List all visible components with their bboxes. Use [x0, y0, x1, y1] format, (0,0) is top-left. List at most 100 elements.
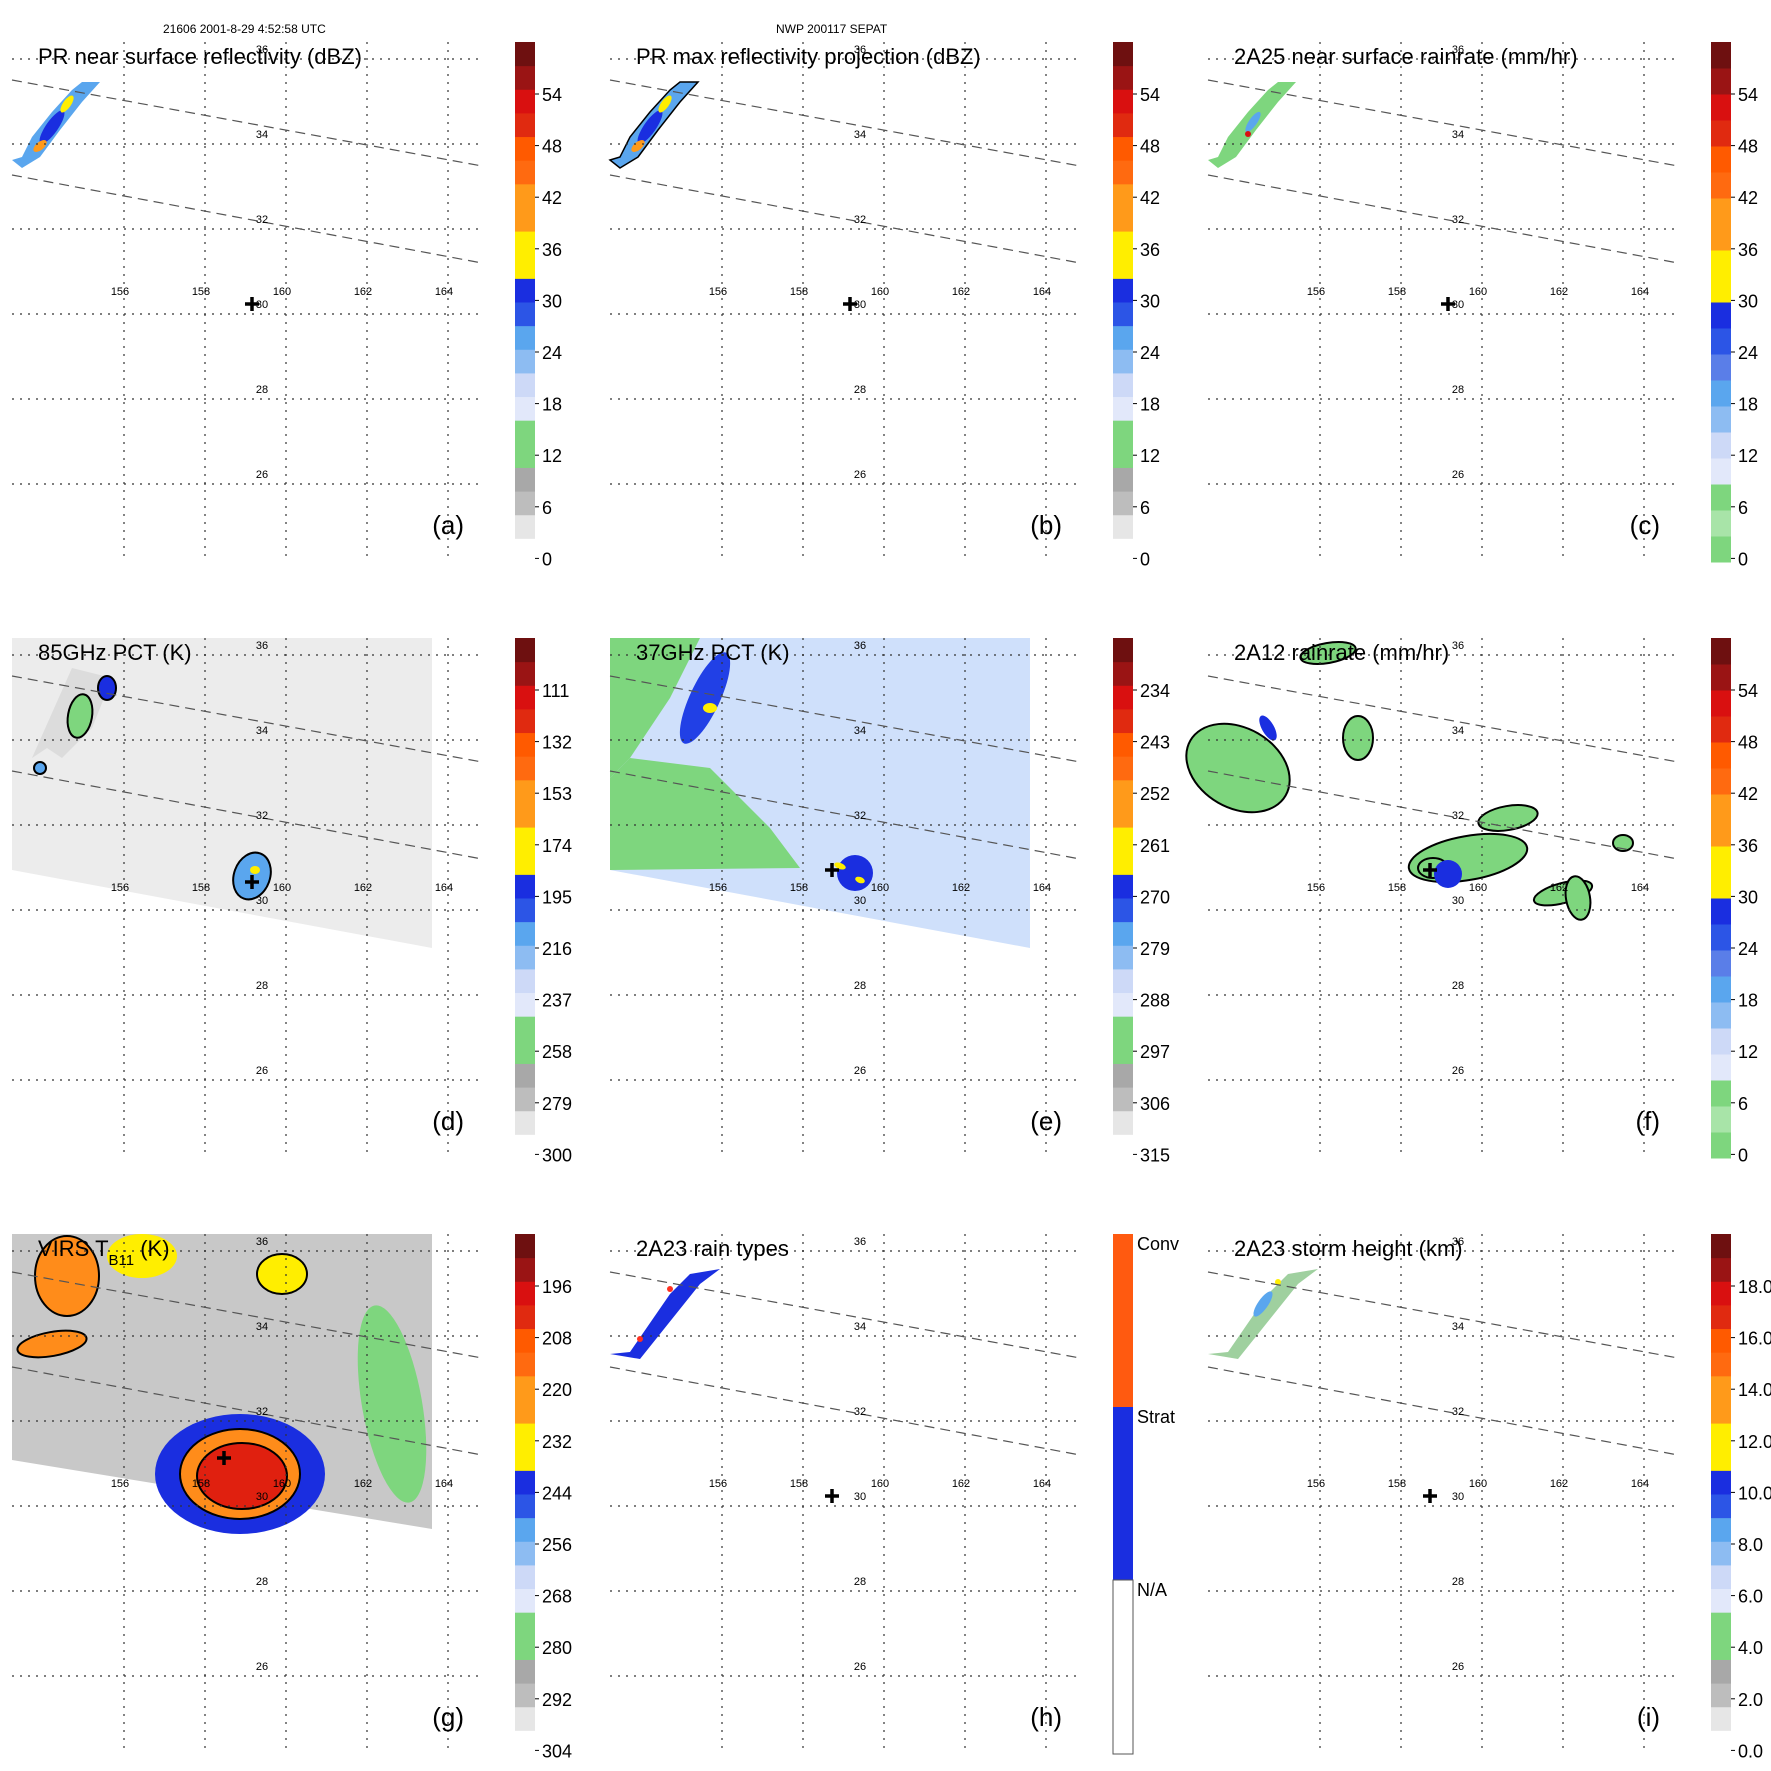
colorbar-band [1711, 872, 1731, 899]
colorbar-tick-label: 18 [1140, 395, 1160, 415]
colorbar-tick-label: 18 [1738, 991, 1758, 1011]
colorbar-tick-label: 132 [542, 733, 572, 753]
colorbar-tick-label: 2.0 [1738, 1690, 1763, 1710]
colorbar-tick-label: 54 [1738, 681, 1758, 701]
rain-area [1342, 715, 1374, 761]
colorbar-band [1711, 224, 1731, 251]
colorbar-tick-label: 42 [1738, 188, 1758, 208]
colorbar-band [1113, 538, 1133, 563]
lat-label: 34 [256, 1321, 268, 1333]
colorbar-band [515, 756, 535, 781]
colorbar-band [515, 278, 535, 303]
colorbar-band [1711, 1517, 1731, 1542]
colorbar-band [1711, 94, 1731, 121]
colorbar-tick-label: 42 [1738, 784, 1758, 804]
lat-label: 32 [256, 214, 268, 226]
colorbar-tick-label: 237 [542, 991, 572, 1011]
lon-label: 160 [273, 286, 291, 298]
colorbar-band [1113, 1087, 1133, 1112]
lat-label: 30 [1452, 1491, 1464, 1503]
lon-label: 162 [354, 1478, 372, 1490]
colorbar-tick-label: 54 [1738, 85, 1758, 105]
colorbar-tick-label: 234 [1140, 681, 1170, 701]
colorbar-band [1711, 458, 1731, 485]
colorbar-band [515, 850, 535, 875]
panel-title: 2A23 storm height (km) [1234, 1236, 1463, 1261]
colorbar-band [1711, 1234, 1731, 1259]
colorbar-tick-label: 232 [542, 1432, 572, 1452]
swath-edge-south [1207, 1366, 1679, 1456]
pct-cell [33, 761, 47, 775]
colorbar-band [1711, 898, 1731, 925]
lon-label: 164 [435, 286, 453, 298]
colorbar-band [1711, 1588, 1731, 1613]
precip-core [39, 110, 65, 144]
colorbar-band [515, 685, 535, 710]
lon-label: 164 [1033, 286, 1051, 298]
colorbar-band [515, 89, 535, 114]
colorbar-band [1711, 690, 1731, 717]
lon-label: 160 [1469, 1478, 1487, 1490]
lon-label: 156 [111, 1478, 129, 1490]
colorbar-band [1711, 1028, 1731, 1055]
rain-core [1259, 715, 1277, 741]
colorbar-tick-label: 196 [542, 1277, 572, 1297]
colorbar-tick-label: 280 [542, 1638, 572, 1658]
colorbar-band [515, 1588, 535, 1613]
lat-label: 32 [1452, 214, 1464, 226]
lon-label: 158 [192, 882, 210, 894]
colorbar-band [515, 1423, 535, 1448]
panel-title-subscript: B11 [109, 1252, 135, 1269]
lat-label: 34 [1452, 129, 1464, 141]
colorbar-tick-label: 6 [1738, 498, 1748, 518]
panel-e: 15615816016216416636343230282637GHz PCT … [609, 638, 1170, 1165]
colorbar-band [515, 349, 535, 374]
lat-label: 28 [256, 980, 268, 992]
colorbar-band [1711, 768, 1731, 795]
colorbar-tick-label: 14.0 [1738, 1380, 1771, 1400]
colorbar-band [1711, 536, 1731, 563]
colorbar-band [1113, 992, 1133, 1017]
panel-map: 156158160162164166363432302826 [609, 1234, 1132, 1754]
colorbar-band [1711, 1470, 1731, 1495]
lon-label: 156 [111, 286, 129, 298]
colorbar-band [1711, 1423, 1731, 1448]
colorbar-band [1113, 685, 1133, 710]
colorbar-band [1113, 136, 1133, 161]
lon-label: 162 [354, 882, 372, 894]
rain-area [1564, 875, 1592, 921]
colorbar-band [515, 65, 535, 90]
lat-label: 36 [1452, 640, 1464, 652]
lon-label: 162 [1550, 286, 1568, 298]
colorbar-band [515, 1470, 535, 1495]
colorbar-band [1711, 120, 1731, 147]
lat-label: 26 [1452, 469, 1464, 481]
colorbar-band [1113, 779, 1133, 804]
pct-cell [834, 862, 846, 870]
precip-core [33, 140, 47, 152]
colorbar-band [515, 420, 535, 445]
panel-map: 156158160162164166363432302826 [11, 42, 534, 562]
colorbar-band [1711, 1281, 1731, 1306]
rain-type-conv [667, 1286, 673, 1292]
colorbar-band [515, 136, 535, 161]
colorbar-tick-label: 292 [542, 1690, 572, 1710]
colorbar-tick-label: 252 [1140, 784, 1170, 804]
panel-title: 85GHz PCT (K) [38, 640, 192, 665]
colorbar-band [515, 1446, 535, 1471]
rain-type-conv [637, 1336, 643, 1342]
panel-title: PR near surface reflectivity (dBZ) [38, 44, 362, 69]
colorbar-band [1711, 1730, 1731, 1755]
colorbar-band [1113, 160, 1133, 185]
colorbar-tick-label: 0 [1140, 549, 1150, 569]
colorbar-band [1113, 89, 1133, 114]
colorbar-band [1711, 68, 1731, 95]
lat-label: 36 [1452, 1236, 1464, 1248]
lat-label: 36 [854, 44, 866, 56]
colorbar-band [1113, 1063, 1133, 1088]
lon-label: 164 [1631, 286, 1649, 298]
colorbar-band [1113, 183, 1133, 208]
colorbar-band-na [1112, 1579, 1134, 1755]
colorbar-band [515, 1706, 535, 1731]
lat-label: 26 [1452, 1661, 1464, 1673]
